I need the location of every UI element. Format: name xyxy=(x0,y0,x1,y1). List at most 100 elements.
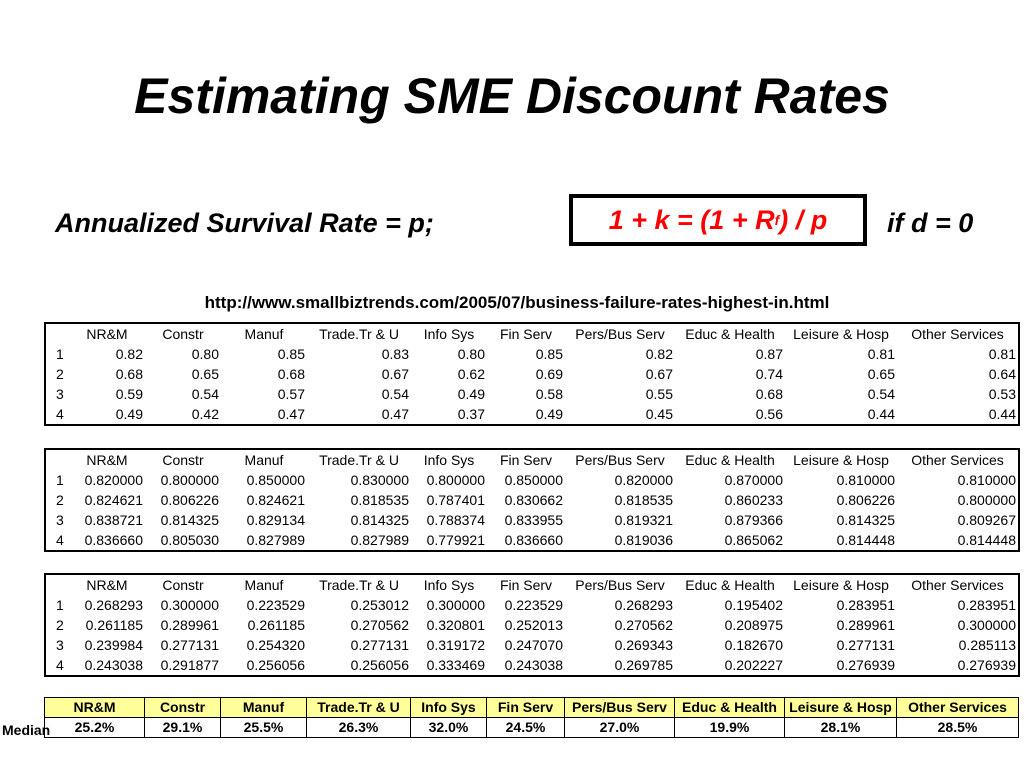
table-cell: 0.87 xyxy=(755,346,783,362)
table-cell: 0.68 xyxy=(115,366,143,382)
table-cell: 0.788374 xyxy=(426,512,485,528)
row-label: 4 xyxy=(56,657,64,673)
column-header: Other Services xyxy=(911,452,1004,468)
row-label: 1 xyxy=(56,346,64,362)
column-header: Educ & Health xyxy=(685,577,775,593)
table-cell: 0.300000 xyxy=(426,597,485,613)
median-column-header: Other Services xyxy=(896,697,1019,718)
table-cell: 0.55 xyxy=(645,386,673,402)
column-header: Manuf xyxy=(244,452,284,468)
table-cell: 0.319172 xyxy=(426,637,485,653)
annualized-survival-table: NR&M Constr Manuf Trade.Tr & U Info Sys Fin S… xyxy=(44,448,1020,552)
column-header: Trade.Tr & U xyxy=(319,577,399,593)
table-cell: 0.253012 xyxy=(350,597,409,613)
median-column-header: NR&M xyxy=(44,697,145,718)
table-cell: 0.285113 xyxy=(958,637,1016,653)
table-cell: 0.65 xyxy=(191,366,219,382)
table-cell: 0.67 xyxy=(381,366,409,382)
discount-rate-formula-box: 1 + k = (1 + R f) / p xyxy=(569,194,867,246)
row-label: 1 xyxy=(56,597,64,613)
table-cell: 0.806226 xyxy=(836,492,895,508)
column-header xyxy=(45,574,69,595)
table-cell: 0.67 xyxy=(645,366,673,382)
table-cell: 0.806226 xyxy=(160,492,219,508)
table-cell: 0.42 xyxy=(191,406,219,422)
row-label: 3 xyxy=(56,512,64,528)
column-header: Constr xyxy=(162,577,204,593)
row-label: 4 xyxy=(56,406,64,422)
slide-title: Estimating SME Discount Rates xyxy=(134,68,890,124)
table-cell: 0.800000 xyxy=(426,472,485,488)
table-cell: 0.49 xyxy=(535,406,563,422)
table-cell: 0.824621 xyxy=(246,492,305,508)
column-header: Leisure & Hosp xyxy=(793,452,889,468)
table-cell: 0.814325 xyxy=(160,512,219,528)
table-cell: 0.85 xyxy=(277,346,305,362)
median-row-label: Median xyxy=(2,722,51,738)
median-value: 28.5% xyxy=(896,717,1019,738)
column-header: Fin Serv xyxy=(499,326,553,342)
column-header: Pers/Bus Serv xyxy=(575,452,665,468)
table-cell: 0.269785 xyxy=(614,657,673,673)
table-cell: 0.44 xyxy=(988,406,1016,422)
table-cell: 0.202227 xyxy=(724,657,783,673)
table-cell: 0.81 xyxy=(867,346,895,362)
table-cell: 0.45 xyxy=(645,406,673,422)
table-cell: 0.69 xyxy=(535,366,563,382)
table-cell: 0.37 xyxy=(457,406,485,422)
row-label: 1 xyxy=(56,472,64,488)
table-cell: 0.223529 xyxy=(246,597,305,613)
table-cell: 0.289961 xyxy=(160,617,219,633)
median-column-header: Leisure & Hosp xyxy=(784,697,897,718)
table-cell: 0.74 xyxy=(755,366,783,382)
table-row: 2 0.824621 0.806226 0.824621 0.818535 0.78740… xyxy=(45,490,1019,510)
table-cell: 0.814325 xyxy=(836,512,895,528)
column-header: Pers/Bus Serv xyxy=(575,577,665,593)
column-header: Info Sys xyxy=(423,452,475,468)
table-row: 4 0.836660 0.805030 0.827989 0.827989 0.77992… xyxy=(45,530,1019,551)
table-cell: 0.836660 xyxy=(504,532,563,548)
table-header-row: NR&M Constr Manuf Trade.Tr & U Info Sys Fin S… xyxy=(45,574,1019,595)
column-header: Constr xyxy=(162,326,204,342)
row-label: 2 xyxy=(56,492,64,508)
formula-box-prefix: 1 + k = (1 + R xyxy=(608,204,775,235)
table-cell: 0.68 xyxy=(755,386,783,402)
table-cell: 0.300000 xyxy=(160,597,219,613)
median-column-header: Fin Serv xyxy=(486,697,565,718)
row-label: 2 xyxy=(56,617,64,633)
table-cell: 0.818535 xyxy=(614,492,673,508)
column-header: NR&M xyxy=(86,452,128,468)
table-cell: 0.860233 xyxy=(724,492,783,508)
table-row: 3 0.239984 0.277131 0.254320 0.277131 0.31917… xyxy=(45,635,1019,655)
column-header xyxy=(45,323,69,344)
table-cell: 0.256056 xyxy=(350,657,409,673)
table-row: 1 0.82 0.80 0.85 0.83 0.80 0.85 0.82 0.87 0.81 0.8… xyxy=(45,344,1019,364)
column-header: Leisure & Hosp xyxy=(793,326,889,342)
table-cell: 0.49 xyxy=(457,386,485,402)
formula-condition: if d = 0 xyxy=(887,208,974,238)
table-cell: 0.814448 xyxy=(957,532,1016,548)
table-cell: 0.49 xyxy=(115,406,143,422)
table-cell: 0.208975 xyxy=(724,617,783,633)
table-cell: 0.779921 xyxy=(426,532,485,548)
table-row: 2 0.68 0.65 0.68 0.67 0.62 0.69 0.67 0.74 0.65 0.6… xyxy=(45,364,1019,384)
table-cell: 0.44 xyxy=(867,406,895,422)
table-cell: 0.82 xyxy=(645,346,673,362)
column-header: Educ & Health xyxy=(685,452,775,468)
table-row: 1 0.268293 0.300000 0.223529 0.253012 0.30000… xyxy=(45,595,1019,615)
table-cell: 0.247070 xyxy=(504,637,563,653)
table-cell: 0.870000 xyxy=(724,472,783,488)
median-value: 32.0% xyxy=(410,717,487,738)
median-column-header: Constr xyxy=(144,697,221,718)
table-cell: 0.819036 xyxy=(614,532,673,548)
table-cell: 0.80 xyxy=(191,346,219,362)
table-row: 3 0.59 0.54 0.57 0.54 0.49 0.58 0.55 0.68 0.54 0.5… xyxy=(45,384,1019,404)
table-cell: 0.819321 xyxy=(614,512,673,528)
column-header: Fin Serv xyxy=(499,577,553,593)
median-value: 25.2% xyxy=(44,717,145,738)
table-cell: 0.850000 xyxy=(504,472,563,488)
table-cell: 0.827989 xyxy=(246,532,305,548)
table-cell: 0.239984 xyxy=(84,637,143,653)
median-table: NR&M Constr Manuf Trade.Tr & U Info Sys Fin S… xyxy=(44,697,1019,738)
table-cell: 0.54 xyxy=(191,386,219,402)
